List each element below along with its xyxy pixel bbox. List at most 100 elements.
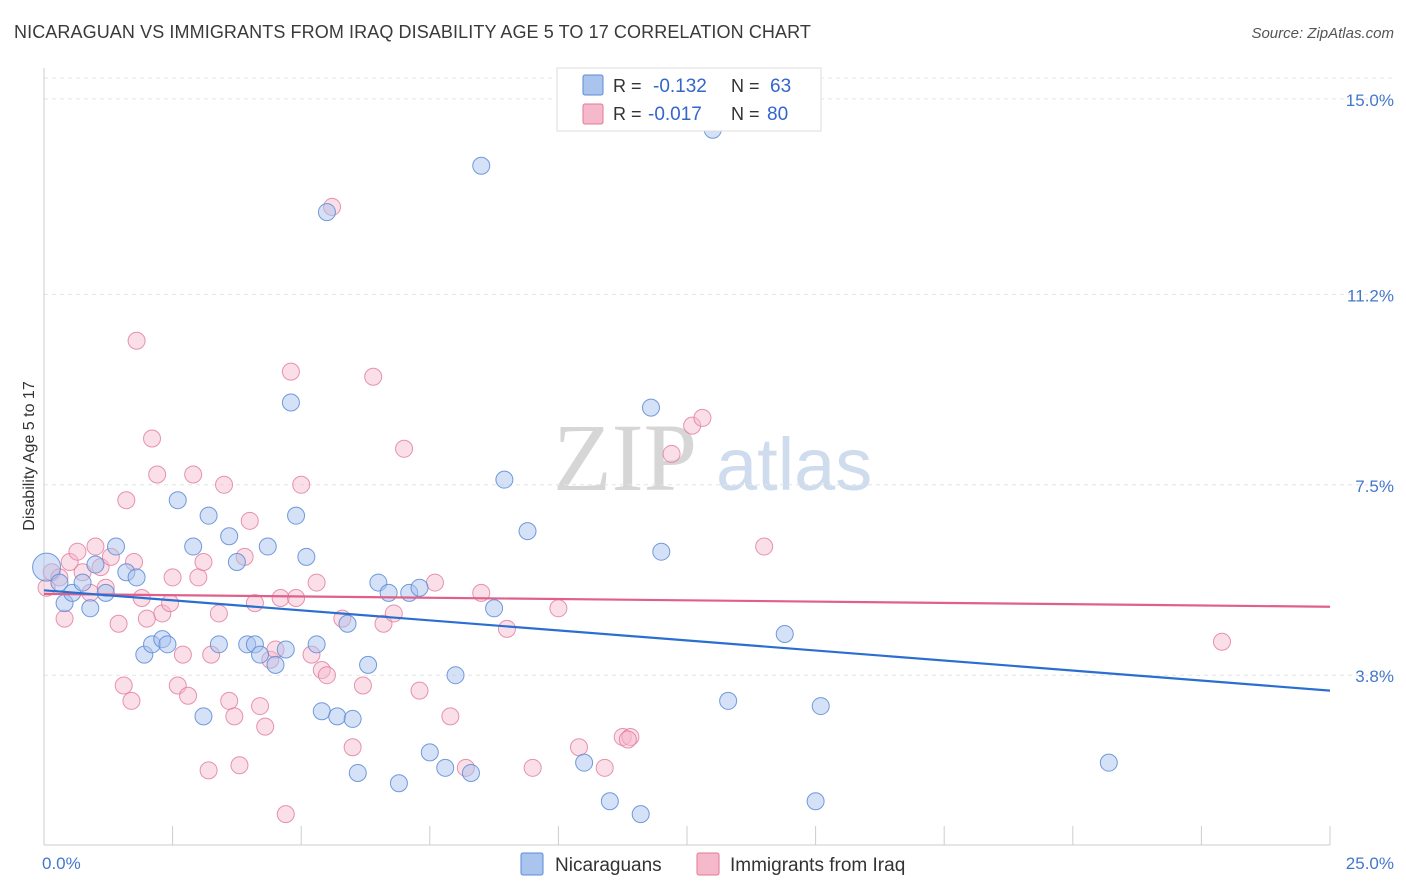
legend-r-label-1: R =	[613, 76, 642, 96]
chart-title: NICARAGUAN VS IMMIGRANTS FROM IRAQ DISAB…	[14, 22, 811, 42]
iraq-point-39	[240, 511, 259, 530]
iraq-point-27	[179, 686, 198, 705]
iraq-point-79	[618, 730, 637, 749]
iraq-point-71	[595, 758, 614, 777]
legend-n-value-2: 80	[767, 104, 788, 125]
nicaraguans-point-29	[287, 506, 306, 525]
iraq-point-26	[173, 645, 192, 664]
nicaraguans-point-45	[436, 758, 455, 777]
iraq-point-36	[225, 707, 244, 726]
iraq-point-68	[523, 758, 542, 777]
y-tick-label-0: 3.8%	[1355, 667, 1394, 686]
iraq-point-42	[256, 717, 275, 736]
iraq-point-78	[1212, 632, 1231, 651]
nicaraguans-point-21	[227, 552, 246, 571]
nicaraguans-point-7	[96, 583, 115, 602]
nicaraguans-point-54	[631, 805, 650, 824]
nicaraguans-point-57	[719, 691, 738, 710]
nicaraguans-point-46	[446, 666, 465, 685]
nicaraguans-point-32	[312, 702, 331, 721]
nicaraguans-point-37	[348, 763, 367, 782]
x-axis-ticks	[172, 826, 1331, 845]
iraq-point-13	[114, 676, 133, 695]
iraq-point-19	[137, 609, 156, 628]
iraq-point-63	[425, 573, 444, 592]
nicaraguans-point-51	[518, 522, 537, 541]
nicaraguans-point-27	[276, 640, 295, 659]
iraq-point-53	[317, 666, 336, 685]
nicaraguans-point-53	[600, 792, 619, 811]
iraq-point-8	[86, 537, 105, 556]
nicaraguans-point-0	[32, 552, 62, 582]
iraq-point-15	[122, 691, 141, 710]
series-iraq-points	[37, 197, 1231, 824]
legend-box: R = -0.132 N = 63 R = -0.017 N = 80	[556, 67, 822, 132]
nicaraguans-point-6	[86, 555, 105, 574]
nicaraguans-point-47	[461, 763, 480, 782]
iraq-point-17	[127, 331, 146, 350]
iraq-point-74	[662, 444, 681, 463]
iraq-point-35	[220, 691, 239, 710]
legend-r-value-1: -0.132	[653, 76, 707, 97]
nicaraguans-point-41	[389, 774, 408, 793]
iraq-point-62	[410, 681, 429, 700]
iraq-point-70	[569, 738, 588, 757]
nicaraguans-point-31	[307, 635, 326, 654]
iraq-point-34	[215, 475, 234, 494]
nicaraguans-point-8	[107, 537, 126, 556]
nicaraguans-point-28	[281, 393, 300, 412]
iraq-point-72	[613, 727, 632, 746]
iraq-point-41	[251, 697, 270, 716]
nicaraguans-point-10	[127, 568, 146, 587]
iraq-point-69	[549, 599, 568, 618]
iraq-point-73	[621, 727, 640, 746]
iraq-point-20	[143, 429, 162, 448]
y-tick-label-3: 15.0%	[1346, 91, 1394, 110]
nicaraguans-point-35	[338, 614, 357, 633]
nicaraguans-point-14	[158, 635, 177, 654]
iraq-point-3	[55, 609, 74, 628]
y-tick-label-2: 11.2%	[1347, 286, 1394, 305]
iraq-point-24	[163, 568, 182, 587]
trend-line-iraq	[43, 592, 1331, 608]
iraq-point-14	[117, 491, 136, 510]
nicaraguans-point-55	[641, 398, 660, 417]
nicaraguans-point-50	[495, 470, 514, 489]
source-label: Source: ZipAtlas.com	[1251, 25, 1394, 42]
nicaraguans-point-58	[775, 625, 794, 644]
nicaraguans-point-43	[410, 578, 429, 597]
iraq-point-28	[184, 465, 203, 484]
iraq-point-33	[209, 604, 228, 623]
iraq-point-47	[281, 362, 300, 381]
iraq-point-5	[68, 542, 87, 561]
nicaraguans-point-38	[359, 655, 378, 674]
iraq-point-23	[161, 594, 180, 613]
nicaraguans-point-15	[168, 491, 187, 510]
bottom-legend-label-nicaraguans: Nicaraguans	[555, 855, 662, 876]
iraq-point-48	[287, 589, 306, 608]
nicaraguans-point-60	[811, 697, 830, 716]
iraq-point-56	[343, 738, 362, 757]
bottom-legend: Nicaraguans Immigrants from Iraq	[520, 852, 905, 876]
iraq-point-66	[472, 583, 491, 602]
iraq-point-51	[307, 573, 326, 592]
bottom-legend-swatch-iraq	[696, 852, 720, 876]
iraq-point-31	[199, 761, 218, 780]
iraq-point-29	[189, 568, 208, 587]
iraq-point-77	[755, 537, 774, 556]
iraq-point-57	[353, 676, 372, 695]
iraq-point-52	[312, 661, 331, 680]
y-tick-labels: 3.8% 7.5% 11.2% 15.0%	[1346, 91, 1394, 686]
nicaraguans-point-56	[652, 542, 671, 561]
iraq-point-30	[194, 552, 213, 571]
iraq-point-64	[441, 707, 460, 726]
iraq-point-67	[497, 619, 516, 638]
trend-line-nicaraguans	[43, 589, 1331, 692]
nicaraguans-point-5	[81, 599, 100, 618]
nicaraguans-point-40	[379, 583, 398, 602]
nicaraguans-point-18	[199, 506, 218, 525]
iraq-point-22	[153, 604, 172, 623]
legend-swatch-nicaraguans	[582, 74, 604, 96]
legend-n-value-1: 63	[770, 76, 791, 97]
